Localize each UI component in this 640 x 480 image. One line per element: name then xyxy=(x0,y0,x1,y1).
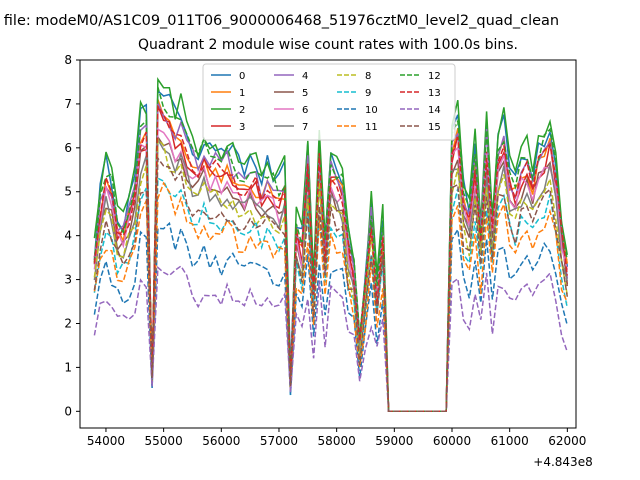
y-tick-label: 1 xyxy=(64,360,72,374)
x-tick-label: 61000 xyxy=(491,434,529,448)
series-line-11 xyxy=(93,181,568,413)
series-line-12 xyxy=(93,86,569,413)
y-tick-label: 4 xyxy=(64,229,72,243)
legend-label-9: 9 xyxy=(365,88,371,99)
legend-label-2: 2 xyxy=(239,105,245,116)
legend-label-8: 8 xyxy=(365,71,371,82)
x-tick-label: 57000 xyxy=(260,434,298,448)
legend-label-4: 4 xyxy=(302,71,308,82)
y-tick-label: 7 xyxy=(64,97,72,111)
y-tick-label: 3 xyxy=(64,273,72,287)
x-tick-label: 54000 xyxy=(87,434,125,448)
legend-label-10: 10 xyxy=(365,105,378,116)
series-line-7 xyxy=(93,136,569,413)
x-tick-label: 60000 xyxy=(433,434,471,448)
legend-label-15: 15 xyxy=(428,122,441,133)
series-line-2 xyxy=(93,77,569,413)
legend-label-6: 6 xyxy=(302,105,308,116)
legend-label-7: 7 xyxy=(302,122,308,133)
legend-label-11: 11 xyxy=(365,122,378,133)
legend-label-5: 5 xyxy=(302,88,308,99)
y-tick-label: 2 xyxy=(64,316,72,330)
y-tick-label: 6 xyxy=(64,141,72,155)
y-tick-label: 0 xyxy=(64,404,72,418)
axes-layer: 54000 55000 56000 57000 58000 59000 60000 61000… xyxy=(64,53,586,448)
x-offset-label: +4.843e8 xyxy=(533,455,592,469)
series-line-13 xyxy=(93,104,569,413)
series-line-9 xyxy=(93,177,569,413)
x-tick-label: 56000 xyxy=(202,434,240,448)
legend-label-13: 13 xyxy=(428,88,441,99)
x-tick-label: 59000 xyxy=(375,434,413,448)
chart-title: Quadrant 2 module wise count rates with … xyxy=(138,37,518,53)
legend-label-0: 0 xyxy=(239,71,245,82)
legend-label-1: 1 xyxy=(239,88,245,99)
x-tick-label: 62000 xyxy=(548,434,586,448)
series-line-1 xyxy=(93,99,569,413)
x-tick-label: 55000 xyxy=(145,434,183,448)
series-line-4 xyxy=(93,102,569,413)
figure-suptitle: n file: modeM0/AS1C09_011T06_9000006468_… xyxy=(0,13,559,29)
legend-label-12: 12 xyxy=(428,71,441,82)
legend-label-14: 14 xyxy=(428,105,441,116)
legend-label-3: 3 xyxy=(239,122,245,133)
series-line-15 xyxy=(93,156,569,413)
y-tick-label: 8 xyxy=(64,53,72,67)
x-tick-label: 58000 xyxy=(318,434,356,448)
plot-frame xyxy=(79,59,577,429)
series-line-14 xyxy=(93,265,569,413)
y-tick-label: 5 xyxy=(64,185,72,199)
legend-box xyxy=(202,63,456,141)
series-layer xyxy=(93,77,569,413)
series-line-10 xyxy=(93,221,569,413)
series-line-8 xyxy=(93,137,569,413)
